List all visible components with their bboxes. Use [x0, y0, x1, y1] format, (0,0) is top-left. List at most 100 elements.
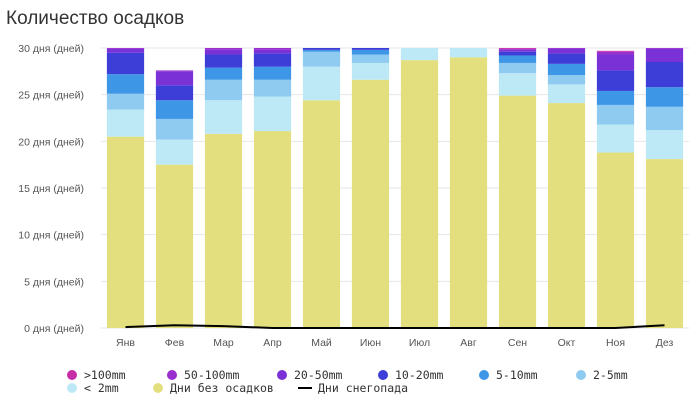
legend-item[interactable]: 2-5mm	[576, 368, 628, 382]
bar-segment	[204, 79, 243, 101]
bar-segment	[253, 79, 292, 97]
bar-segment	[106, 136, 145, 328]
snow-days-series-line	[125, 324, 665, 329]
bar-segment	[400, 48, 439, 61]
bar-segment	[106, 48, 145, 53]
x-tick-label: Июн	[360, 337, 381, 349]
bar-segment	[106, 52, 145, 75]
legend-dot-swatch	[277, 370, 287, 380]
bar-segment	[204, 48, 243, 50]
bar-segment	[547, 63, 586, 76]
bar-segment	[204, 49, 243, 55]
bar-segment	[498, 55, 537, 63]
x-tick-label: Дез	[656, 337, 674, 349]
stacked-bars	[106, 48, 684, 329]
y-tick-label: 25 дня (дней)	[18, 90, 84, 102]
bar-segment	[302, 49, 341, 52]
legend: >100mm 50-100mm 20-50mm 10-20mm 5-10mm 2-5mm <…	[0, 362, 700, 409]
bar-segment	[645, 87, 684, 107]
legend-item[interactable]: Дни без осадков	[153, 381, 274, 395]
bar-segment	[106, 74, 145, 94]
bar-segment	[253, 53, 292, 67]
bar-segment	[547, 103, 586, 328]
legend-item[interactable]: Дни снегопада	[298, 381, 408, 395]
x-tick-label: Авг	[460, 337, 477, 349]
legend-dot-swatch	[153, 383, 163, 393]
bar-segment	[547, 48, 586, 54]
x-tick-label: Май	[311, 337, 332, 349]
x-tick-label: Сен	[508, 337, 527, 349]
bar-segment	[155, 164, 194, 328]
legend-dot-swatch	[576, 370, 586, 380]
bar-segment	[106, 93, 145, 110]
bar-segment	[596, 104, 635, 125]
bar-segment	[498, 62, 537, 74]
legend-item[interactable]: < 2mm	[67, 381, 119, 395]
legend-dot-swatch	[67, 383, 77, 393]
x-tick-label: Янв	[116, 337, 135, 349]
legend-item[interactable]: 20-50mm	[277, 368, 342, 382]
bar-segment	[204, 133, 243, 328]
bar-segment	[302, 48, 341, 50]
legend-item[interactable]: 50-100mm	[167, 368, 239, 382]
bar-segment	[596, 152, 635, 328]
bar-segment	[302, 66, 341, 101]
x-tick-label: Окт	[558, 337, 576, 349]
bar-segment	[498, 95, 537, 328]
bar-segment	[253, 66, 292, 80]
bar-segment	[596, 124, 635, 153]
bar-segment	[596, 50, 635, 52]
bar-segment	[449, 57, 488, 328]
bar-segment	[498, 73, 537, 96]
legend-label: 2-5mm	[593, 368, 628, 382]
snow-days-line	[125, 324, 665, 329]
y-axis-ticks: 0 дня (дней) 5 дня (дней) 10 дня (дней) 15 …	[18, 43, 84, 335]
x-tick-label: Ноя	[606, 337, 625, 349]
bar-segment	[645, 48, 684, 62]
bar-segment	[204, 100, 243, 134]
bar-segment	[155, 85, 194, 101]
bar-segment	[253, 49, 292, 54]
legend-label: Дни без осадков	[170, 381, 274, 395]
bar-segment	[204, 54, 243, 68]
bar-segment	[106, 109, 145, 137]
bar-segment	[596, 90, 635, 105]
bar-segment	[351, 49, 390, 55]
bar-segment	[645, 130, 684, 160]
legend-dot-swatch	[378, 370, 388, 380]
legend-item[interactable]: >100mm	[67, 368, 126, 382]
precipitation-chart: 0 дня (дней) 5 дня (дней) 10 дня (дней) 15 …	[18, 43, 689, 349]
bar-segment	[645, 106, 684, 131]
bar-segment	[351, 48, 390, 50]
legend-item[interactable]: 10-20mm	[378, 368, 443, 382]
bar-segment	[400, 60, 439, 329]
x-tick-label: Мар	[213, 337, 234, 349]
bar-segment	[302, 51, 341, 67]
bar-segment	[498, 48, 537, 49]
bar-segment	[645, 159, 684, 328]
bar-segment	[547, 48, 586, 49]
y-tick-label: 15 дня (дней)	[18, 183, 84, 195]
legend-label: < 2mm	[84, 381, 119, 395]
legend-dot-swatch	[167, 370, 177, 380]
bar-segment	[645, 62, 684, 88]
legend-dot-swatch	[479, 370, 489, 380]
bar-segment	[155, 118, 194, 140]
bar-segment	[155, 139, 194, 165]
bar-segment	[596, 70, 635, 91]
bar-segment	[449, 48, 488, 58]
bar-segment	[155, 71, 194, 86]
legend-label: 10-20mm	[395, 368, 444, 382]
bar-segment	[498, 49, 537, 52]
bar-segment	[645, 48, 684, 49]
legend-item[interactable]: 5-10mm	[479, 368, 538, 382]
bar-segment	[596, 54, 635, 71]
bar-segment	[498, 51, 537, 56]
legend-label: 20-50mm	[294, 368, 343, 382]
bar-segment	[155, 100, 194, 119]
bar-segment	[547, 84, 586, 104]
bar-segment	[253, 48, 292, 50]
bar-segment	[302, 100, 341, 329]
x-axis-ticks: Янв Фев Мар Апр Май Июн Июл Авг Сен Окт Ноя Дез	[116, 337, 673, 349]
bar-segment	[498, 48, 537, 50]
